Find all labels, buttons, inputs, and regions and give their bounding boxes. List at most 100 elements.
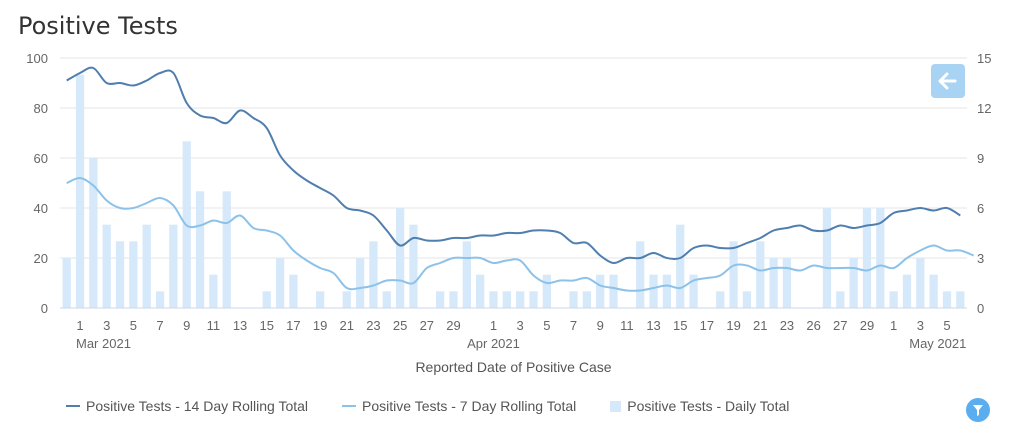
x-tick-label: 23 xyxy=(780,318,794,333)
bar-daily-total[interactable] xyxy=(542,274,551,308)
bar-daily-total[interactable] xyxy=(756,241,765,308)
bar-daily-total[interactable] xyxy=(75,74,85,309)
x-tick-label: 11 xyxy=(207,318,221,333)
bar-daily-total[interactable] xyxy=(89,158,98,308)
filter-icon xyxy=(973,405,983,416)
x-tick-label: 5 xyxy=(130,318,137,333)
bar-daily-total[interactable] xyxy=(342,291,351,308)
bar-daily-total[interactable] xyxy=(516,291,525,308)
bar-daily-total[interactable] xyxy=(195,191,205,308)
bar-daily-total[interactable] xyxy=(449,291,458,308)
bar-daily-total[interactable] xyxy=(502,291,511,308)
x-tick-label: 17 xyxy=(700,318,714,333)
bar-daily-total[interactable] xyxy=(769,258,778,308)
bar-daily-total[interactable] xyxy=(355,258,365,308)
y-right-tick-label: 3 xyxy=(977,251,984,266)
legend-label: Positive Tests - Daily Total xyxy=(627,398,790,414)
x-tick-label: 3 xyxy=(103,318,110,333)
bar-daily-total[interactable] xyxy=(902,274,912,308)
legend-label: Positive Tests - 14 Day Rolling Total xyxy=(86,398,309,414)
bar-daily-total[interactable] xyxy=(462,241,471,308)
x-tick-label: 27 xyxy=(833,318,847,333)
bar-daily-total[interactable] xyxy=(155,291,165,308)
bar-daily-total[interactable] xyxy=(876,208,885,308)
legend-item-daily[interactable]: Positive Tests - Daily Total xyxy=(610,398,789,414)
y-right-tick-label: 9 xyxy=(977,151,984,166)
arrow-left-icon xyxy=(938,72,957,90)
bar-daily-total[interactable] xyxy=(62,258,71,308)
bar-daily-total[interactable] xyxy=(636,241,645,308)
bar-daily-total[interactable] xyxy=(782,258,792,308)
line-7-day-rolling-total[interactable] xyxy=(66,176,975,292)
bar-daily-total[interactable] xyxy=(569,291,578,308)
bar-daily-total[interactable] xyxy=(609,274,618,308)
bar-daily-total[interactable] xyxy=(716,291,725,308)
legend-label: Positive Tests - 7 Day Rolling Total xyxy=(362,398,577,414)
bar-daily-total[interactable] xyxy=(596,274,605,308)
bar-daily-total[interactable] xyxy=(142,224,151,308)
bar-daily-total[interactable] xyxy=(729,241,738,308)
bar-daily-total[interactable] xyxy=(369,241,378,308)
bar-daily-total[interactable] xyxy=(582,291,591,308)
legend-item-14-day[interactable]: Positive Tests - 14 Day Rolling Total xyxy=(66,398,308,414)
x-tick-label: 25 xyxy=(393,318,407,333)
x-tick-label: 13 xyxy=(646,318,660,333)
bar-daily-total[interactable] xyxy=(889,291,898,308)
bar-daily-total[interactable] xyxy=(409,224,418,308)
bar-daily-total[interactable] xyxy=(862,208,872,308)
x-tick-label: 19 xyxy=(726,318,740,333)
back-button[interactable] xyxy=(931,64,965,98)
bar-daily-total[interactable] xyxy=(289,274,298,308)
x-tick-label: 1 xyxy=(890,318,897,333)
x-tick-label: 5 xyxy=(543,318,550,333)
chart-legend: Positive Tests - 14 Day Rolling Total Po… xyxy=(66,398,789,414)
x-tick-label: 17 xyxy=(286,318,300,333)
bar-daily-total[interactable] xyxy=(662,274,672,308)
bar-daily-total[interactable] xyxy=(822,208,832,308)
bar-daily-total[interactable] xyxy=(395,208,405,308)
bar-daily-total[interactable] xyxy=(649,274,658,308)
bar-daily-total[interactable] xyxy=(916,258,925,308)
bar-daily-total[interactable] xyxy=(836,291,845,308)
bar-daily-total[interactable] xyxy=(262,291,271,308)
bar-daily-total[interactable] xyxy=(382,291,391,308)
filter-button[interactable] xyxy=(966,398,990,422)
bar-daily-total[interactable] xyxy=(129,241,138,308)
y-right-tick-label: 15 xyxy=(977,51,991,66)
legend-box-symbol xyxy=(610,400,622,412)
bar-daily-total[interactable] xyxy=(689,274,698,308)
x-tick-label: 19 xyxy=(313,318,327,333)
line-14-day-rolling-total[interactable] xyxy=(66,66,961,265)
bar-daily-total[interactable] xyxy=(942,291,952,308)
bar-daily-total[interactable] xyxy=(222,191,231,308)
bar-daily-total[interactable] xyxy=(929,274,938,308)
bar-daily-total[interactable] xyxy=(209,274,218,308)
bar-daily-total[interactable] xyxy=(676,224,685,308)
x-tick-label: 15 xyxy=(673,318,687,333)
x-tick-label: 29 xyxy=(446,318,460,333)
bar-daily-total[interactable] xyxy=(436,291,445,308)
bar-daily-total[interactable] xyxy=(849,258,858,308)
bar-daily-total[interactable] xyxy=(169,224,178,308)
bar-daily-total[interactable] xyxy=(476,274,485,308)
x-month-label: Apr 2021 xyxy=(467,336,520,351)
x-month-label: May 2021 xyxy=(909,336,966,351)
y-right-tick-label: 6 xyxy=(977,201,984,216)
bar-daily-total[interactable] xyxy=(742,291,752,308)
x-tick-label: 9 xyxy=(597,318,604,333)
bar-daily-total[interactable] xyxy=(115,241,125,308)
legend-line-symbol xyxy=(342,405,357,407)
x-tick-label: 7 xyxy=(570,318,577,333)
bar-daily-total[interactable] xyxy=(956,291,965,308)
legend-item-7-day[interactable]: Positive Tests - 7 Day Rolling Total xyxy=(342,398,576,414)
x-tick-label: 7 xyxy=(156,318,163,333)
y-left-tick-label: 0 xyxy=(41,301,48,316)
x-tick-label: 23 xyxy=(366,318,380,333)
bar-daily-total[interactable] xyxy=(529,291,538,308)
legend-line-symbol xyxy=(66,405,80,407)
bar-daily-total[interactable] xyxy=(489,291,498,308)
bar-daily-total[interactable] xyxy=(275,258,285,308)
y-left-tick-label: 40 xyxy=(34,201,48,216)
bar-daily-total[interactable] xyxy=(102,224,111,308)
bar-daily-total[interactable] xyxy=(315,291,325,308)
